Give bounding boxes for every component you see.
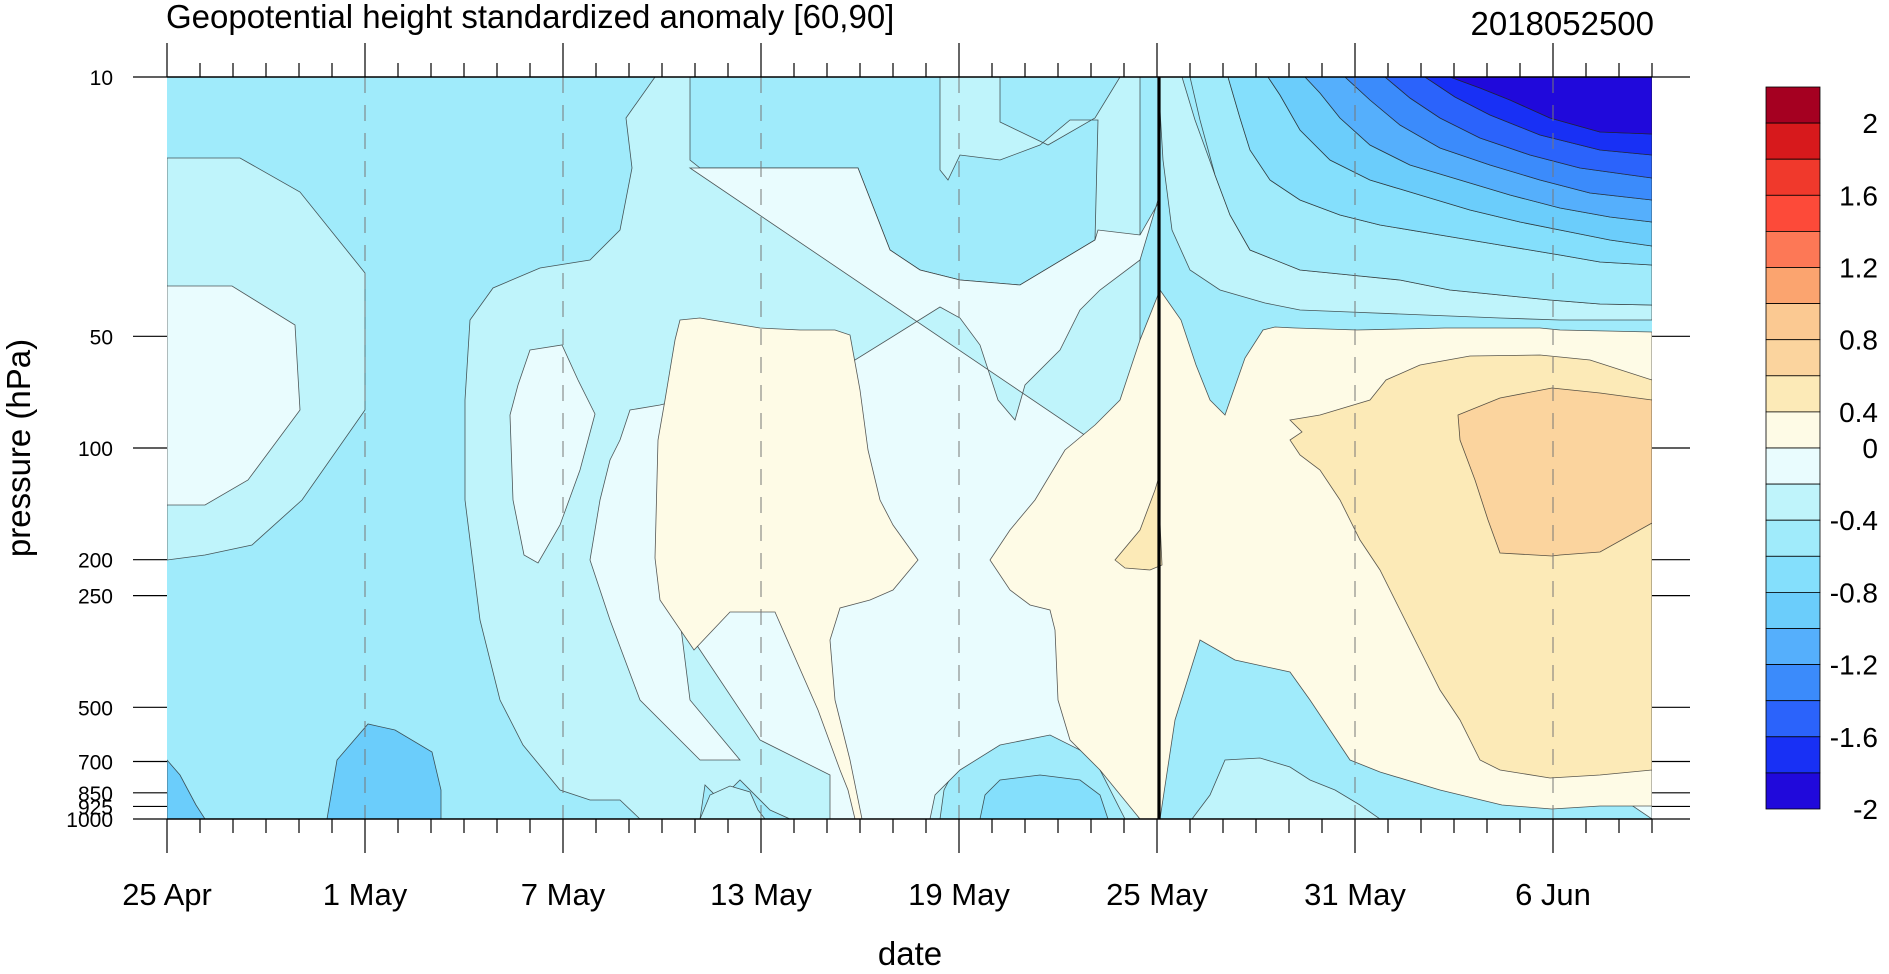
colorbar-label: -0.8 <box>1830 577 1878 608</box>
y-tick-label: 10 <box>90 67 113 90</box>
colorbar-swatch <box>1765 736 1821 774</box>
colorbar: 2 1.6 1.2 0.8 0.4 0 -0.4 -0.8 -1.2 -1.6 -2 <box>1765 86 1878 825</box>
colorbar-swatch <box>1765 700 1821 738</box>
colorbar-swatch <box>1765 158 1821 196</box>
colorbar-swatch <box>1765 194 1821 232</box>
colorbar-label: -1.2 <box>1830 650 1878 681</box>
chart-title: Geopotential height standardized anomaly… <box>166 0 894 35</box>
colorbar-swatch <box>1765 483 1821 521</box>
y-tick-label: 850 <box>78 783 113 806</box>
x-tick-label: 25 Apr <box>122 877 212 912</box>
colorbar-swatch <box>1765 86 1821 124</box>
x-axis-title: date <box>878 935 942 969</box>
x-tick-label: 7 May <box>521 877 606 912</box>
y-tick-label: 200 <box>78 550 113 573</box>
fill-pale-pocket <box>509 344 596 564</box>
fill-lower-right-pale <box>1191 757 1381 819</box>
colorbar-swatch <box>1765 303 1821 341</box>
colorbar-swatch <box>1765 592 1821 629</box>
chart-date-stamp: 2018052500 <box>1470 5 1654 42</box>
colorbar-swatch <box>1765 555 1821 593</box>
colorbar-label: 0.4 <box>1839 397 1878 428</box>
colorbar-label: 0 <box>1862 433 1878 464</box>
y-tick-label: 50 <box>90 326 113 349</box>
x-tick-label: 13 May <box>710 877 812 912</box>
y-tick-label: 500 <box>78 697 113 720</box>
colorbar-swatch <box>1765 375 1821 413</box>
colorbar-label: 0.8 <box>1839 325 1878 356</box>
colorbar-swatch <box>1765 411 1821 449</box>
x-tick-label: 25 May <box>1106 877 1208 912</box>
fill-warm-blob <box>1457 387 1652 557</box>
x-axis: 25 Apr 1 May 7 May 13 May 19 May 25 May 31 May… <box>122 43 1653 912</box>
fill-upper-right-9 <box>1449 77 1652 135</box>
colorbar-label: 1.6 <box>1839 180 1878 211</box>
y-tick-label: 100 <box>78 438 113 461</box>
y-tick-label: 1000 <box>66 809 113 832</box>
colorbar-swatch <box>1765 339 1821 377</box>
colorbar-label: 2 <box>1862 108 1878 139</box>
fill-lower-left-corner <box>167 759 206 819</box>
colorbar-swatch <box>1765 122 1821 160</box>
fill-warm-center <box>654 317 919 819</box>
colorbar-swatch <box>1765 267 1821 304</box>
x-tick-label: 6 Jun <box>1515 877 1591 912</box>
colorbar-swatch <box>1765 519 1821 557</box>
y-axis-title: pressure (hPa) <box>0 339 37 557</box>
colorbar-label: -1.6 <box>1830 722 1878 753</box>
x-tick-label: 1 May <box>323 877 408 912</box>
colorbar-swatch <box>1765 628 1821 665</box>
y-tick-label: 925 <box>78 796 113 819</box>
colorbar-label: -2 <box>1853 794 1878 825</box>
colorbar-label: 1.2 <box>1839 253 1878 284</box>
colorbar-swatch <box>1765 447 1821 485</box>
x-tick-label: 31 May <box>1304 877 1406 912</box>
contour-fills <box>167 77 1652 819</box>
grid-lines <box>364 77 1554 819</box>
colorbar-swatch <box>1765 664 1821 702</box>
fill-lower-mid-small <box>699 785 766 819</box>
colorbar-swatch <box>1765 230 1821 268</box>
y-tick-label: 700 <box>78 752 113 775</box>
fill-left-mid <box>167 285 301 506</box>
fill-lower-mid-blob <box>979 774 1109 819</box>
x-tick-label: 19 May <box>908 877 1010 912</box>
fill-lower-left-core <box>326 723 442 819</box>
colorbar-swatch <box>1765 772 1821 810</box>
y-tick-label: 250 <box>78 586 113 609</box>
colorbar-label: -0.4 <box>1830 505 1878 536</box>
